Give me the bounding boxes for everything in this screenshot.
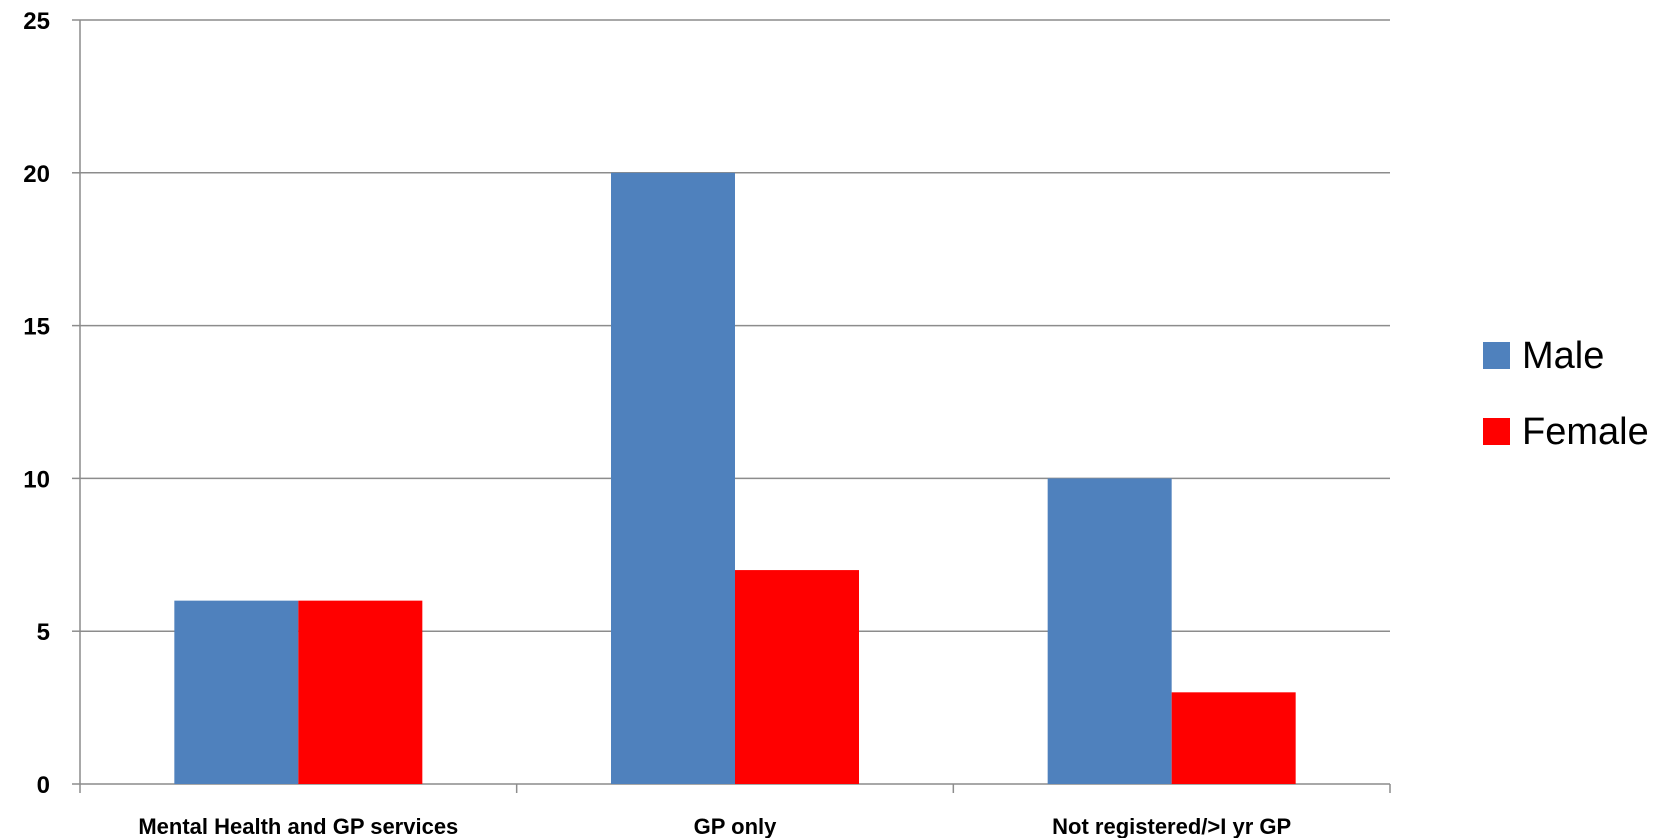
bar-female [298,600,423,784]
y-tick-label: 25 [23,8,50,35]
x-category-labels: Mental Health and GP services GP only Not … [138,814,1291,838]
legend: Male Female [1483,335,1649,453]
bars [174,172,1296,785]
legend-label-male: Male [1522,335,1604,377]
y-tick-label: 15 [23,314,50,341]
legend-swatch-male [1483,342,1510,369]
legend-swatch-female [1483,418,1510,445]
x-category-label: Mental Health and GP services [138,814,458,838]
bar-male [174,600,299,784]
y-tick-label: 10 [23,466,50,493]
y-tick-label: 0 [37,772,50,799]
bar-female [1171,692,1296,784]
y-tick-label: 20 [23,161,50,188]
bar-male [1047,478,1172,784]
y-tick-label: 5 [37,619,50,646]
x-category-label: GP only [694,814,777,838]
y-tick-labels: 0 5 10 15 20 25 [23,8,50,799]
bar-male [611,172,735,785]
bar-female [735,570,859,784]
x-category-label: Not registered/>I yr GP [1052,814,1291,838]
legend-label-female: Female [1522,411,1649,453]
